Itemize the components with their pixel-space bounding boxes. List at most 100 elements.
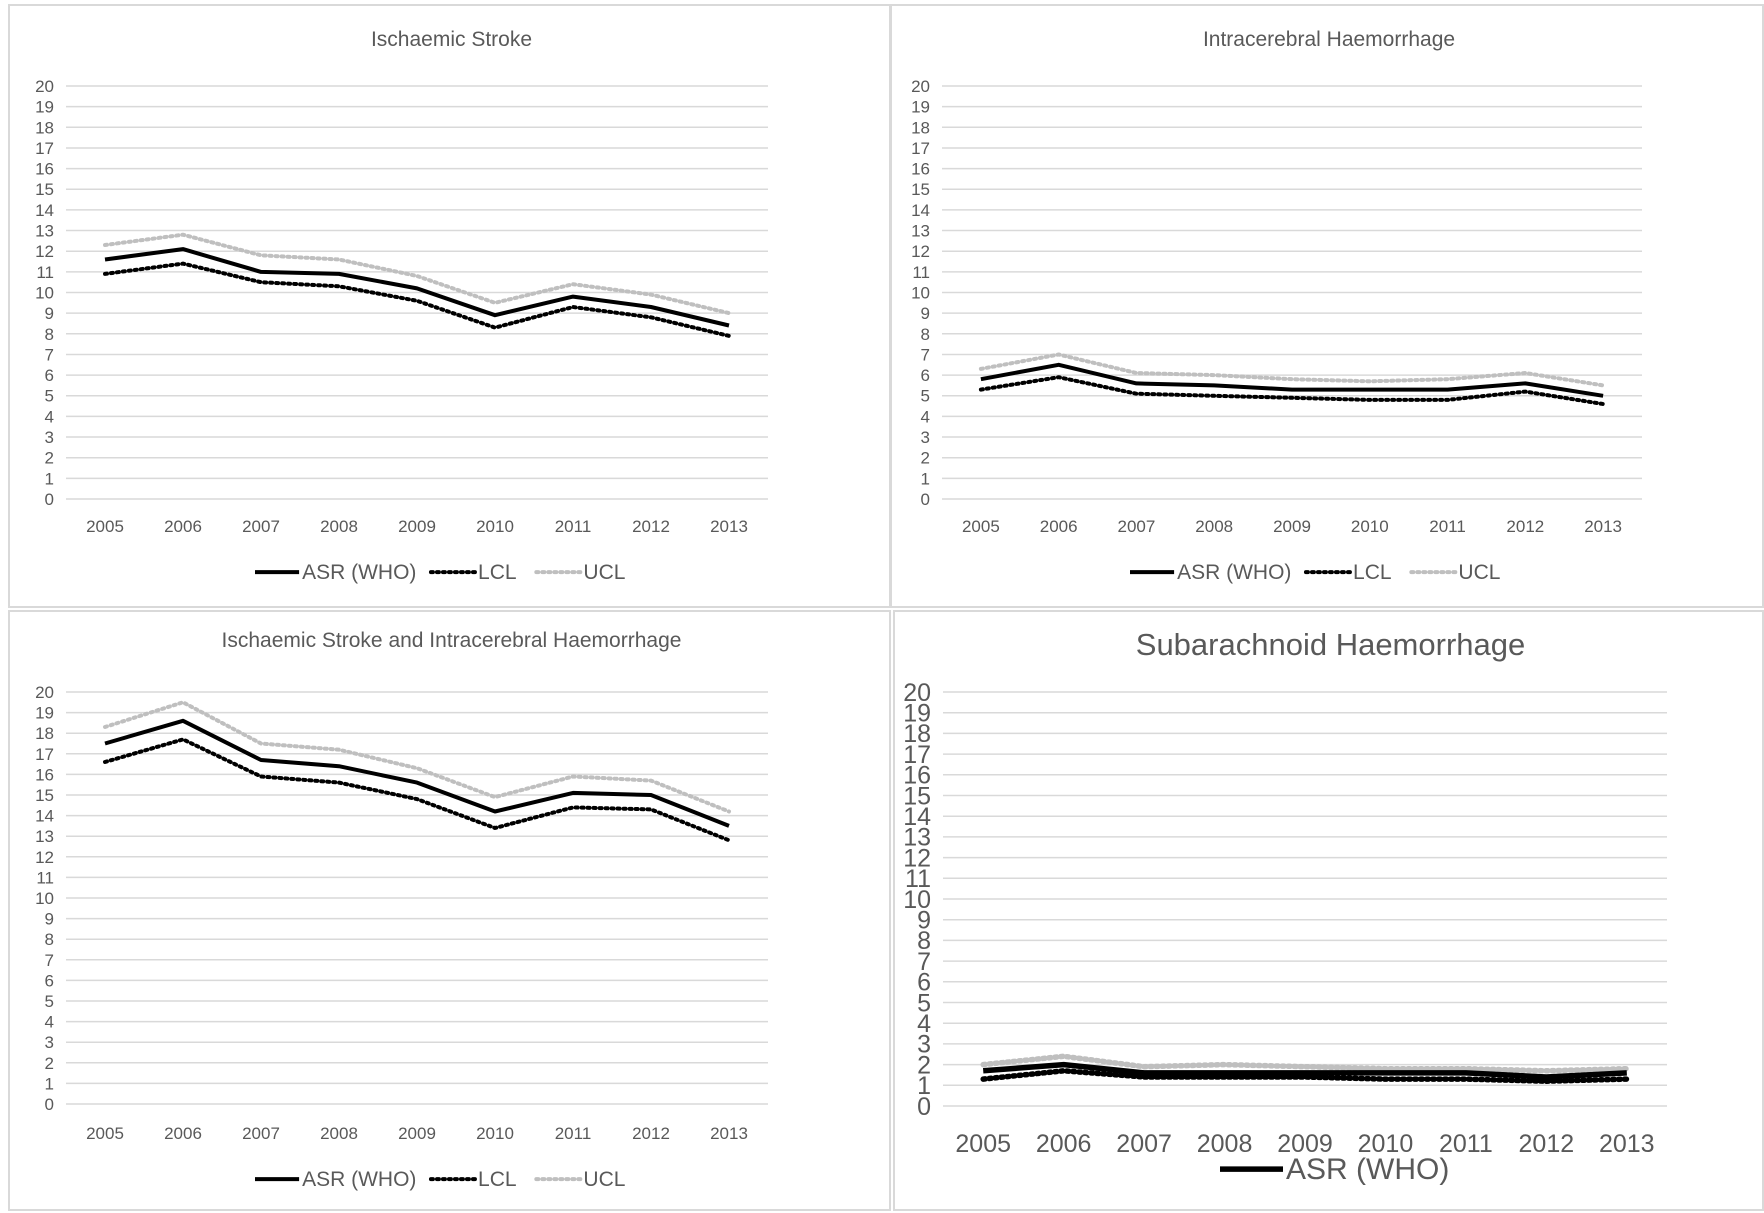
legend-label-asr-who: ASR (WHO) [302, 561, 416, 584]
y-tick-label: 5 [45, 992, 54, 1011]
x-tick-label: 2012 [632, 517, 670, 536]
legend-label-asr-who: ASR (WHO) [1177, 561, 1291, 584]
x-tick-label: 2005 [962, 517, 1000, 536]
x-tick-label: 2008 [320, 517, 358, 536]
y-tick-label: 3 [45, 428, 54, 447]
chart-svg: Subarachnoid Haemorrhage0123456789101112… [895, 612, 1764, 1213]
y-tick-label: 11 [36, 263, 54, 282]
y-tick-label: 18 [35, 724, 54, 743]
y-tick-label: 9 [45, 910, 54, 929]
x-tick-label: 2008 [1197, 1130, 1253, 1158]
y-tick-label: 11 [912, 263, 930, 282]
x-tick-label: 2005 [86, 1124, 124, 1143]
x-tick-label: 2009 [1273, 517, 1311, 536]
legend-label-asr-who: ASR (WHO) [1286, 1153, 1449, 1186]
x-tick-label: 2012 [632, 1124, 670, 1143]
x-tick-label: 2011 [555, 517, 592, 536]
legend-label-lcl: LCL [1353, 561, 1392, 584]
x-tick-label: 2013 [1599, 1130, 1655, 1158]
legend-label-asr-who: ASR (WHO) [302, 1168, 416, 1191]
chart-svg: Ischaemic Stroke and Intracerebral Haemo… [10, 612, 893, 1213]
y-tick-label: 15 [35, 786, 54, 805]
y-tick-label: 1 [921, 469, 930, 488]
y-tick-label: 4 [45, 1013, 54, 1032]
chart-title: Intracerebral Haemorrhage [1203, 28, 1455, 51]
y-tick-label: 11 [36, 868, 54, 887]
chart-title: Ischaemic Stroke and Intracerebral Haemo… [222, 629, 682, 652]
y-tick-label: 6 [45, 971, 54, 990]
y-tick-label: 13 [35, 827, 54, 846]
x-tick-label: 2011 [555, 1124, 592, 1143]
y-tick-label: 16 [35, 765, 54, 784]
x-tick-label: 2013 [710, 1124, 748, 1143]
chart-svg: Ischaemic Stroke012345678910111213141516… [10, 6, 893, 610]
x-tick-label: 2007 [242, 517, 280, 536]
y-tick-label: 10 [911, 283, 930, 302]
chart-title: Subarachnoid Haemorrhage [1136, 627, 1525, 662]
x-tick-label: 2010 [476, 517, 514, 536]
y-tick-label: 2 [45, 1054, 54, 1073]
y-tick-label: 4 [45, 407, 54, 426]
y-tick-label: 14 [35, 201, 54, 220]
x-tick-label: 2006 [164, 1124, 202, 1143]
y-tick-label: 0 [921, 490, 930, 509]
legend-label-ucl: UCL [583, 1168, 625, 1191]
y-tick-label: 19 [911, 98, 930, 117]
y-tick-label: 8 [921, 325, 930, 344]
y-tick-label: 18 [35, 118, 54, 137]
y-tick-label: 2 [45, 449, 54, 468]
x-tick-label: 2011 [1429, 517, 1466, 536]
y-tick-label: 3 [921, 428, 930, 447]
x-tick-label: 2013 [1584, 517, 1622, 536]
x-tick-label: 2008 [1195, 517, 1233, 536]
y-tick-label: 15 [35, 180, 54, 199]
x-tick-label: 2006 [1036, 1130, 1092, 1158]
x-tick-label: 2010 [1351, 517, 1389, 536]
x-tick-label: 2007 [1118, 517, 1156, 536]
chart-panel-combined: Ischaemic Stroke and Intracerebral Haemo… [8, 610, 891, 1211]
y-tick-label: 16 [35, 160, 54, 179]
y-tick-label: 14 [35, 807, 54, 826]
x-tick-label: 2007 [1116, 1130, 1172, 1158]
x-tick-label: 2013 [710, 517, 748, 536]
y-tick-label: 10 [35, 283, 54, 302]
y-tick-label: 9 [45, 304, 54, 323]
y-tick-label: 12 [35, 242, 54, 261]
legend-label-ucl: UCL [1458, 561, 1500, 584]
x-tick-label: 2007 [242, 1124, 280, 1143]
y-tick-label: 16 [911, 160, 930, 179]
y-tick-label: 1 [45, 1074, 54, 1093]
y-tick-label: 2 [921, 449, 930, 468]
y-tick-label: 17 [911, 139, 930, 158]
x-tick-label: 2005 [955, 1130, 1011, 1158]
y-tick-label: 14 [911, 201, 930, 220]
x-tick-label: 2012 [1519, 1130, 1575, 1158]
x-tick-label: 2009 [398, 1124, 436, 1143]
y-tick-label: 6 [921, 366, 930, 385]
y-tick-label: 5 [921, 387, 930, 406]
legend-label-ucl: UCL [583, 561, 625, 584]
y-tick-label: 19 [35, 704, 54, 723]
y-tick-label: 8 [45, 325, 54, 344]
legend-label-lcl: LCL [478, 561, 517, 584]
y-tick-label: 5 [45, 387, 54, 406]
y-tick-label: 0 [45, 1095, 54, 1114]
y-tick-label: 12 [911, 242, 930, 261]
y-tick-label: 10 [35, 889, 54, 908]
y-tick-label: 7 [921, 345, 930, 364]
y-tick-label: 7 [45, 345, 54, 364]
y-tick-label: 15 [911, 180, 930, 199]
y-tick-label: 20 [35, 77, 54, 96]
x-tick-label: 2008 [320, 1124, 358, 1143]
x-tick-label: 2010 [476, 1124, 514, 1143]
x-tick-label: 2012 [1506, 517, 1544, 536]
y-tick-label: 20 [903, 679, 931, 707]
y-tick-label: 13 [35, 222, 54, 241]
x-tick-label: 2005 [86, 517, 124, 536]
chart-title: Ischaemic Stroke [371, 28, 532, 51]
y-tick-label: 13 [911, 222, 930, 241]
